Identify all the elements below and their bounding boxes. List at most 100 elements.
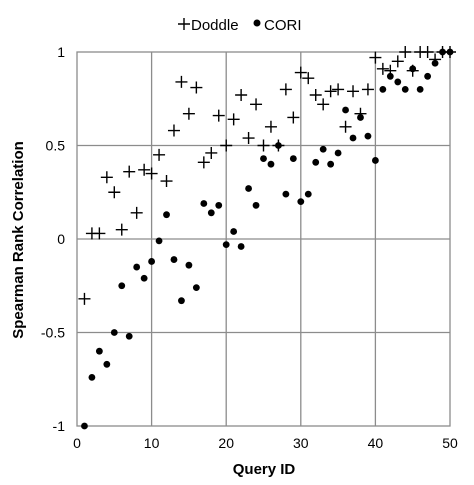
doddle-point — [376, 62, 389, 75]
legend-item-cori: CORI — [253, 17, 302, 34]
y-tick-label: -1 — [53, 418, 66, 434]
doddle-point — [391, 55, 404, 68]
doddle-point — [145, 167, 158, 180]
doddle-point — [220, 139, 233, 152]
cori-point — [222, 241, 230, 249]
cori-point — [178, 297, 185, 305]
cori-point — [446, 48, 454, 56]
cori-point — [88, 373, 96, 381]
doddle-point — [287, 111, 300, 124]
cori-point — [439, 48, 446, 56]
doddle-point — [205, 146, 218, 159]
series-doddle — [78, 46, 456, 305]
doddle-point — [130, 206, 143, 219]
cori-point — [103, 360, 111, 368]
cori-point — [230, 228, 238, 235]
doddle-point — [332, 83, 345, 96]
doddle-point — [235, 89, 248, 102]
cori-point — [140, 274, 148, 282]
doddle-point — [190, 81, 203, 94]
doddle-point — [302, 72, 315, 85]
plot-grid — [77, 52, 450, 426]
doddle-point — [257, 139, 270, 152]
x-tick-label: 40 — [368, 435, 384, 451]
doddle-point — [167, 124, 180, 137]
y-tick-label: 1 — [57, 44, 65, 60]
doddle-point — [309, 89, 322, 102]
x-tick-label: 20 — [218, 435, 234, 451]
cori-point — [319, 145, 327, 153]
cori-point — [304, 190, 312, 198]
doddle-point — [153, 148, 166, 161]
legend-marker-plus-icon — [178, 18, 190, 30]
cori-point — [110, 329, 118, 336]
x-axis-ticks: 0 10 20 30 40 50 — [73, 435, 458, 451]
cori-point — [312, 158, 320, 166]
cori-point — [170, 256, 178, 263]
cori-point — [372, 157, 379, 164]
cori-point — [379, 86, 387, 93]
cori-point — [163, 211, 170, 219]
cori-point — [260, 155, 267, 162]
doddle-point — [100, 171, 113, 184]
doddle-point — [264, 120, 277, 133]
cori-point — [148, 258, 156, 265]
doddle-point — [175, 75, 188, 88]
doddle-point — [93, 227, 106, 240]
doddle-point — [197, 156, 210, 169]
cori-point — [349, 134, 357, 142]
x-tick-label: 50 — [442, 435, 458, 451]
plot-frame — [76, 51, 451, 427]
cori-point — [357, 114, 364, 121]
cori-point — [185, 261, 193, 269]
legend-label-doddle: Doddle — [191, 17, 239, 34]
doddle-point — [324, 85, 337, 98]
plot-border — [76, 51, 451, 427]
cori-point — [394, 78, 402, 86]
cori-point — [95, 347, 103, 355]
cori-point — [192, 284, 200, 292]
cori-point — [252, 201, 260, 209]
doddle-point — [108, 186, 121, 199]
doddle-point — [421, 46, 434, 58]
cori-point — [431, 59, 439, 67]
cori-point — [237, 243, 245, 250]
y-tick-label: 0.5 — [46, 138, 66, 154]
legend-label-cori: CORI — [264, 17, 302, 34]
doddle-point — [317, 98, 330, 111]
cori-point — [282, 190, 290, 198]
cori-point — [155, 237, 163, 245]
cori-point — [133, 263, 141, 271]
doddle-point — [182, 107, 195, 120]
series-cori — [81, 48, 454, 430]
doddle-point — [369, 51, 382, 64]
legend-item-doddle: Doddle — [178, 17, 239, 34]
cori-point — [416, 86, 424, 93]
cori-point — [118, 282, 126, 290]
cori-point — [275, 142, 282, 149]
y-tick-label: -0.5 — [41, 325, 65, 341]
cori-point — [424, 72, 432, 80]
doddle-point — [361, 83, 374, 96]
x-tick-label: 10 — [144, 435, 160, 451]
cori-point — [342, 106, 349, 114]
cori-point — [81, 422, 88, 430]
x-tick-label: 30 — [293, 435, 309, 451]
y-tick-label: 0 — [57, 231, 65, 247]
cori-point — [267, 160, 275, 168]
doddle-point — [294, 66, 307, 79]
doddle-point — [279, 83, 292, 96]
doddle-point — [339, 120, 352, 133]
doddle-point — [160, 175, 173, 188]
doddle-point — [78, 292, 91, 305]
doddle-point — [250, 98, 263, 111]
cori-point — [289, 155, 297, 162]
cori-point — [364, 132, 372, 140]
doddle-point — [242, 132, 255, 145]
cori-point — [245, 185, 252, 192]
legend: Doddle CORI — [178, 17, 302, 34]
doddle-point — [227, 113, 240, 126]
legend-marker-dot-icon — [253, 19, 261, 27]
y-axis-ticks: -1 -0.5 0 0.5 1 — [41, 44, 65, 434]
